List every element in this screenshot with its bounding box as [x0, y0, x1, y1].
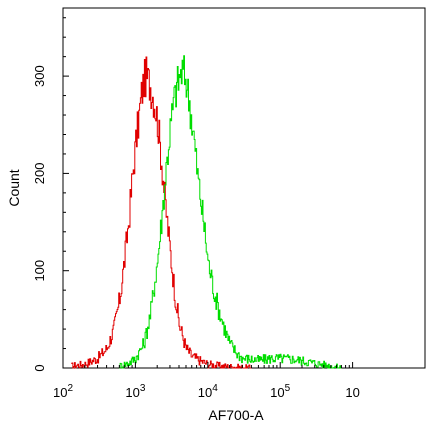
- y-tick-label: 200: [32, 163, 47, 185]
- series-layer: [71, 55, 342, 369]
- y-tick-label: 300: [32, 65, 47, 87]
- series-2-line: [119, 55, 342, 369]
- x-tick-label: 102: [53, 383, 73, 400]
- plot-frame: [62, 7, 426, 369]
- x-tick-label: 104: [198, 383, 218, 400]
- plot-area: [62, 7, 426, 369]
- x-tick-label: 103: [125, 383, 145, 400]
- series-1-line: [71, 56, 252, 369]
- x-axis-title: AF700-A: [208, 407, 264, 423]
- y-tick-label: 100: [32, 260, 47, 282]
- x-tick-label: 105: [270, 383, 290, 400]
- y-tick-label: 0: [32, 364, 47, 371]
- x-axis-ticks: 102 103 104 105 10: [53, 362, 360, 400]
- x-tick-label: 10: [345, 385, 359, 400]
- y-axis-ticks: 0 100 200 300: [32, 17, 69, 372]
- y-axis-title: Count: [6, 169, 22, 206]
